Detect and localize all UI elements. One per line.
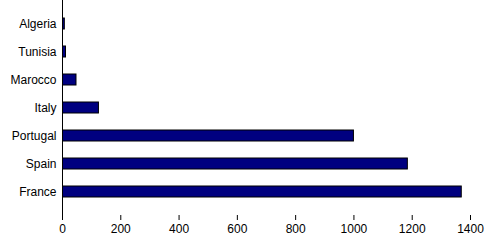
svg-text:1200: 1200: [399, 222, 426, 236]
svg-text:France: France: [19, 185, 57, 199]
svg-text:800: 800: [286, 222, 306, 236]
svg-text:Marocco: Marocco: [10, 73, 56, 87]
svg-text:200: 200: [111, 222, 131, 236]
svg-text:400: 400: [169, 222, 189, 236]
svg-text:Tunisia: Tunisia: [18, 45, 57, 59]
svg-text:1400: 1400: [457, 222, 484, 236]
svg-text:1000: 1000: [341, 222, 368, 236]
svg-text:0: 0: [59, 222, 66, 236]
svg-text:Algeria: Algeria: [19, 17, 57, 31]
svg-text:Spain: Spain: [26, 157, 57, 171]
svg-text:Portugal: Portugal: [12, 129, 57, 143]
svg-text:600: 600: [227, 222, 247, 236]
svg-text:Italy: Italy: [34, 101, 56, 115]
